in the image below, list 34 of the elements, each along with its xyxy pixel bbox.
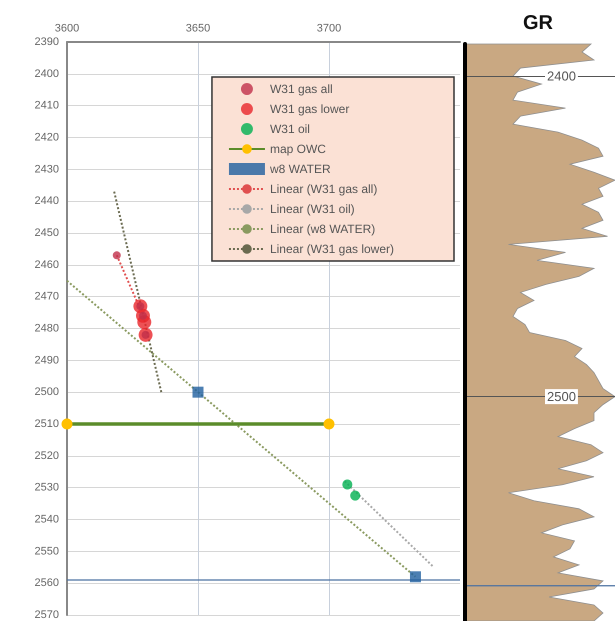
legend-label: map OWC — [270, 142, 326, 156]
x-tick-label: 3700 — [316, 22, 342, 34]
y-tick-label: 2460 — [34, 258, 59, 271]
legend-label: Linear (w8 WATER) — [270, 222, 376, 236]
y-tick-label: 2530 — [34, 482, 59, 494]
y-tick-label: 2490 — [34, 354, 59, 366]
y-tick-label: 2500 — [34, 386, 59, 398]
x-tick-label: 3600 — [54, 22, 80, 34]
legend-label: w8 WATER — [268, 162, 331, 176]
y-tick-label: 2410 — [34, 100, 59, 112]
y-tick-label: 2550 — [34, 545, 59, 558]
legend-label: W31 gas lower — [270, 102, 350, 116]
y-tick-label: 2400 — [34, 68, 59, 80]
y-tick-label: 2440 — [34, 195, 59, 208]
y-tick-label: 2390 — [34, 36, 59, 48]
y-tick-label: 2420 — [34, 132, 59, 144]
y-tick-label: 2540 — [34, 514, 59, 526]
legend-label: Linear (W31 oil) — [270, 202, 355, 216]
legend-label: W31 oil — [270, 122, 310, 136]
y-tick-label: 2430 — [34, 163, 59, 176]
y-tick-label: 2500 — [547, 389, 576, 404]
y-tick-label: 2570 — [34, 609, 59, 621]
chart-title: GR — [523, 12, 554, 34]
legend-label: W31 gas all — [270, 82, 333, 96]
x-tick-label: 3650 — [186, 22, 210, 34]
y-tick-label: 2510 — [34, 418, 59, 430]
y-tick-label: 2560 — [34, 577, 59, 590]
legend-label: Linear (W31 gas lower) — [270, 242, 394, 256]
y-tick-label: 2400 — [547, 68, 576, 84]
y-tick-label: 2520 — [34, 450, 59, 462]
legend-label: Linear (W31 gas all) — [270, 182, 378, 196]
y-tick-label: 2470 — [34, 290, 59, 303]
y-tick-label: 2480 — [34, 322, 59, 334]
y-tick-label: 2450 — [34, 227, 59, 239]
